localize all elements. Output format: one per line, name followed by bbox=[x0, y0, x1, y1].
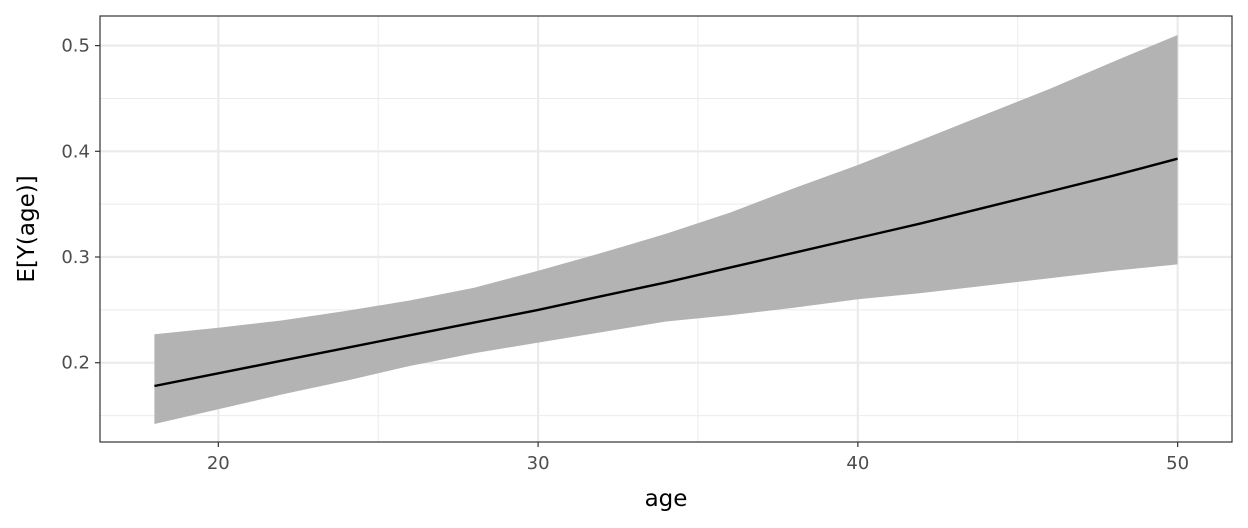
y-axis-ticks: 0.2 0.3 0.4 0.5 bbox=[61, 36, 100, 374]
x-axis-title: age bbox=[645, 486, 688, 512]
estimate-line bbox=[154, 157, 1178, 388]
confidence-ribbon-layer bbox=[154, 35, 1178, 424]
x-tick-label: 40 bbox=[846, 453, 869, 474]
y-tick-label: 0.2 bbox=[61, 353, 90, 374]
panel-border bbox=[99, 15, 1233, 443]
x-tick-label: 30 bbox=[527, 453, 550, 474]
y-tick-label: 0.4 bbox=[61, 141, 90, 162]
y-axis-title: E[Y(age)] bbox=[14, 175, 40, 282]
x-axis-ticks: 20 30 40 50 bbox=[207, 442, 1189, 474]
y-tick-label: 0.5 bbox=[61, 36, 90, 57]
x-tick-label: 20 bbox=[207, 453, 230, 474]
estimate-line-layer bbox=[154, 157, 1178, 388]
confidence-ribbon bbox=[154, 35, 1178, 424]
x-tick-label: 50 bbox=[1166, 453, 1189, 474]
y-tick-label: 0.3 bbox=[61, 247, 90, 268]
